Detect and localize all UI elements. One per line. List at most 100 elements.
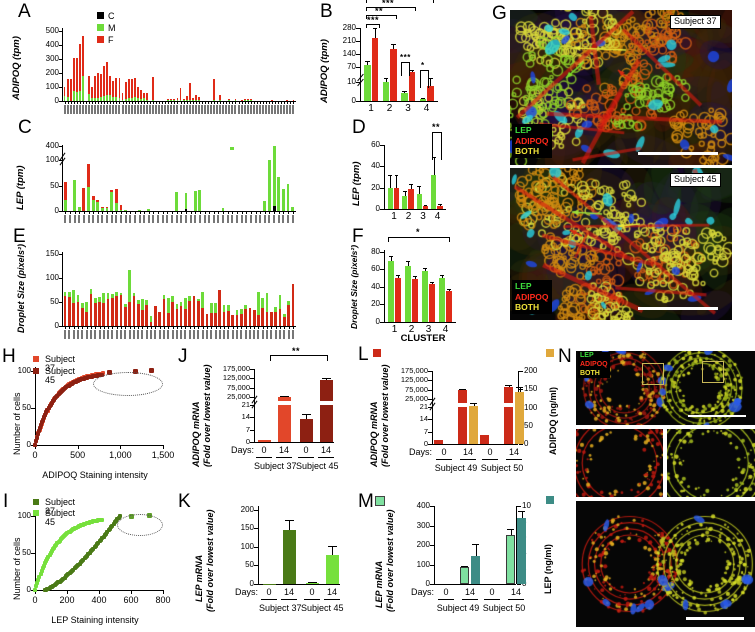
panel-a-xtick <box>119 101 121 104</box>
panel-c-xlabel-stub <box>226 215 229 223</box>
panel-e-xlabel-stub <box>64 330 67 339</box>
i-plot-xlabel-1: 200 <box>59 595 75 605</box>
panel-e-xtick <box>275 326 277 329</box>
panel-e-xlabel-stub <box>167 330 170 339</box>
panel-f-sig-label: * <box>416 227 421 237</box>
errorbar <box>404 90 406 94</box>
panel-e-xtick <box>237 326 238 329</box>
panel-m-y2label-5: 10 <box>522 501 531 510</box>
bar-f <box>271 100 274 101</box>
panel-f-ytick-3-tick <box>380 269 384 271</box>
bar-f <box>115 77 118 98</box>
panel-a-ytick-3-tick <box>59 58 63 60</box>
bar-m <box>282 189 285 211</box>
panel-e-xtick <box>228 326 230 329</box>
legend-label-f: F <box>108 35 114 45</box>
panel-a-xlabel-stub <box>130 105 133 114</box>
panel-g-image-subject-45[interactable] <box>510 168 732 320</box>
panel-a-xlabel-stub <box>112 105 115 114</box>
panel-k-ytick <box>254 528 258 530</box>
panel-c-xlabel-stub <box>64 215 67 223</box>
panel-e-xlabel-stub <box>201 330 204 339</box>
bar-M-cluster-4 <box>438 278 445 322</box>
panel-c-xtick <box>162 211 164 214</box>
panel-c-xtick <box>93 211 95 214</box>
sig-label-3: *** <box>382 0 395 8</box>
panel-n-image-bottom[interactable] <box>576 501 755 627</box>
bar-m <box>63 291 67 297</box>
errorbar-cap <box>423 204 428 206</box>
panel-c-xlabel-stub <box>194 215 197 223</box>
h-plot-outlier-ellipse <box>93 372 163 396</box>
panel-e-xlabel-stub <box>274 330 277 339</box>
i-plot-xlabel-4: 800 <box>155 595 171 605</box>
panel-d-ytick-0-tick <box>380 209 384 210</box>
panel-a-xlabel-stub <box>207 105 209 114</box>
panel-e-xlabel-stub <box>248 330 251 339</box>
bar-m <box>221 208 225 211</box>
panel-n-inset-left[interactable] <box>576 429 663 497</box>
panel-m-group-0: Subject 49 <box>436 603 480 613</box>
panel-k-xtick-0: 0 <box>266 587 272 597</box>
panel-c-xtick <box>125 211 127 214</box>
bar-m <box>114 203 118 211</box>
panel-a-xlabel-stub <box>81 105 84 114</box>
legend-label-subject-37: Subject 37 <box>45 354 76 373</box>
panel-e-xlabel-stub <box>231 330 234 339</box>
data-point <box>45 556 50 561</box>
panel-a-xtick <box>256 101 258 104</box>
panel-a-xtick <box>223 101 225 104</box>
data-point <box>105 530 110 535</box>
bar-m <box>78 91 81 101</box>
h-plot-xlabel-3: 1,500 <box>151 450 175 460</box>
panel-j-group-0: Subject 37 <box>254 461 297 471</box>
bar-m <box>89 288 93 294</box>
panel-c-xlabel-stub <box>171 215 174 223</box>
panel-e-xtick <box>78 326 80 329</box>
panel-c-label: C <box>18 117 32 138</box>
panel-n-inset-right[interactable] <box>667 429 755 497</box>
errorbar-cap <box>279 396 289 398</box>
panel-c-xtick <box>116 211 118 214</box>
panel-j-xtick-2: 0 <box>303 445 309 455</box>
panel-m: M LEP mRNA (Fold over lowest value) LEP … <box>358 490 558 632</box>
bar-m <box>239 309 243 315</box>
bar-m <box>198 190 202 211</box>
panel-c-xlabel-stub <box>133 215 136 223</box>
data-point <box>117 513 122 518</box>
panel-e-xlabel-stub <box>68 330 71 339</box>
bar-f <box>114 189 118 204</box>
panel-k-xtick-3: 14 <box>326 587 337 597</box>
panel-a-yaxis <box>62 28 63 101</box>
panel-a-xtick <box>180 101 182 104</box>
bar-f <box>96 199 100 202</box>
panel-l-y2label-2: 100 <box>524 402 538 412</box>
panel-c-xtick <box>264 211 266 214</box>
panel-a-xlabel-stub <box>103 105 106 114</box>
bar-f <box>112 81 115 97</box>
bar-F-cluster-3 <box>422 206 429 209</box>
panel-f-xaxis <box>384 322 456 323</box>
bar-f <box>173 99 176 101</box>
panel-a-xlabel-stub <box>106 105 109 114</box>
data-point <box>44 558 49 563</box>
bar-f <box>89 293 93 326</box>
panel-a-xtick <box>293 101 295 104</box>
panel-b-xaxis <box>360 101 438 102</box>
panel-c-xtick <box>213 211 215 214</box>
panel-e-ytick-1: 50 <box>50 297 59 307</box>
bar-f <box>63 182 67 200</box>
panel-e-xtick <box>241 326 243 329</box>
panel-c-xlabel-stub <box>268 215 271 223</box>
panel-m-ytick <box>430 584 434 585</box>
bar-m <box>141 299 144 311</box>
panel-k-xtick-2: 0 <box>309 587 315 597</box>
panel-a-xlabel-stub <box>182 105 185 114</box>
panel-a-xlabel-stub <box>66 105 69 114</box>
bar-m <box>106 95 109 101</box>
panel-c-xtick <box>176 211 178 214</box>
panel-c-xlabel-stub <box>115 215 118 223</box>
bar-m <box>171 296 174 303</box>
panel-e-xtick <box>176 326 178 329</box>
errorbar-cap <box>422 267 427 269</box>
